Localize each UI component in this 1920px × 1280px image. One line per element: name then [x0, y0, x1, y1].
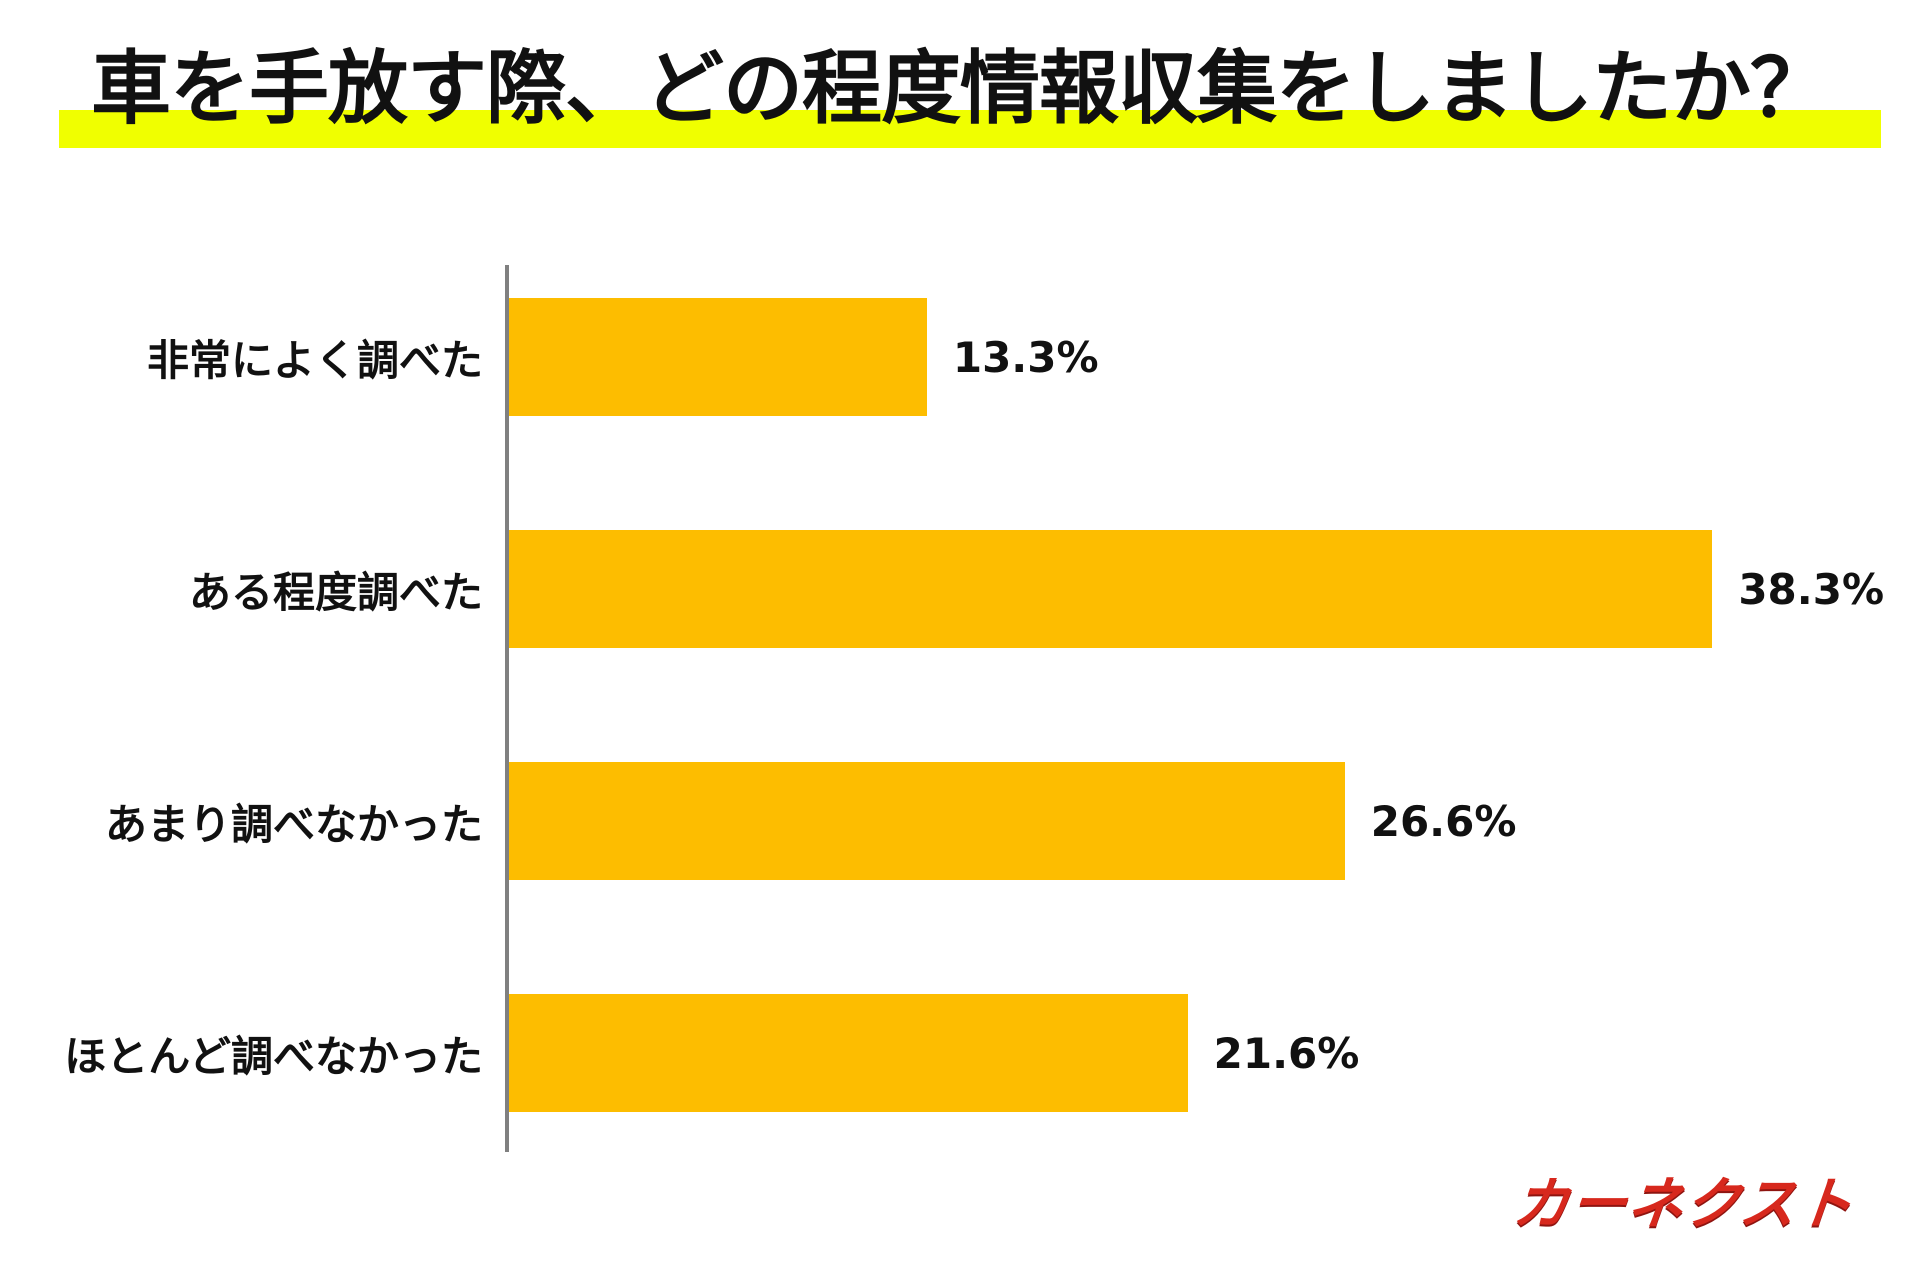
category-label: ある程度調べた	[188, 567, 483, 617]
category-label: あまり調べなかった	[104, 799, 483, 849]
bar	[509, 298, 927, 416]
bar-rows: 非常によく調べた 13.3% ある程度調べた 38.3% あまり調べなかった 2…	[0, 298, 1920, 1112]
bar-track: 26.6%	[509, 762, 1860, 880]
category-label: ほとんど調べなかった	[64, 1031, 483, 1081]
bar	[509, 530, 1713, 648]
bar-track: 38.3%	[509, 530, 1884, 648]
y-axis-line	[505, 265, 509, 1152]
page-title-text: 車を手放す際、どの程度情報収集をしましたか？	[91, 42, 1830, 135]
category-label: 非常によく調べた	[146, 335, 483, 385]
bar-row: ほとんど調べなかった 21.6%	[0, 994, 1920, 1112]
bar-value-label: 21.6%	[1213, 1028, 1360, 1078]
page-title: 車を手放す際、どの程度情報収集をしましたか？	[59, 34, 1881, 149]
bar-row: あまり調べなかった 26.6%	[0, 762, 1920, 880]
carnext-logo: カーネクスト	[1509, 1172, 1857, 1237]
bar	[509, 994, 1188, 1112]
bar-value-label: 38.3%	[1738, 564, 1885, 614]
bar-value-label: 13.3%	[952, 332, 1099, 382]
bar-chart: 非常によく調べた 13.3% ある程度調べた 38.3% あまり調べなかった 2…	[0, 265, 1920, 1152]
bar-row: ある程度調べた 38.3%	[0, 530, 1920, 648]
bar-track: 21.6%	[509, 994, 1860, 1112]
bar	[509, 762, 1345, 880]
bar-value-label: 26.6%	[1370, 796, 1517, 846]
title-highlight	[59, 110, 1881, 149]
bar-track: 13.3%	[509, 298, 1860, 416]
title-block: 車を手放す際、どの程度情報収集をしましたか？	[0, 34, 1920, 149]
bar-row: 非常によく調べた 13.3%	[0, 298, 1920, 416]
